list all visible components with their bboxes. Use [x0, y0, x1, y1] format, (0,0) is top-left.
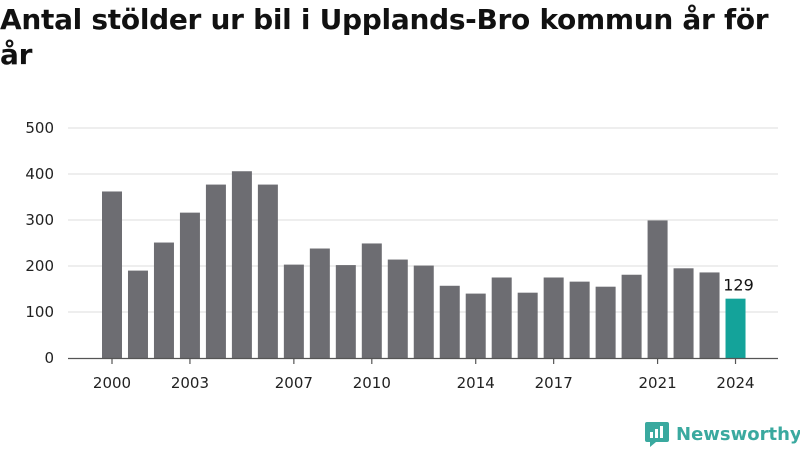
y-axis-labels: 0 100 200 300 400 500 — [25, 119, 54, 367]
bar-2020 — [621, 274, 642, 358]
y-tick-label: 300 — [25, 211, 54, 229]
bar-2011 — [387, 259, 408, 358]
y-tick-label: 200 — [25, 257, 54, 275]
newsworthy-brand: Newsworthy — [644, 420, 800, 448]
bar-2010 — [361, 243, 382, 358]
y-tick-label: 100 — [25, 303, 54, 321]
x-axis: 2000 2003 2007 2010 2014 2017 2021 2024 — [68, 357, 778, 392]
bar-2006 — [257, 184, 278, 358]
x-tick-label: 2014 — [457, 374, 495, 392]
bar-2016 — [517, 292, 538, 358]
bar-2014 — [465, 293, 486, 358]
bar-2008 — [309, 248, 330, 358]
y-tick-label: 400 — [25, 165, 54, 183]
newsworthy-logo-icon — [645, 422, 669, 447]
x-tick-label: 2000 — [93, 374, 131, 392]
data-label-2024: 129 — [723, 276, 754, 295]
bar-2013 — [439, 285, 460, 358]
y-tick-label: 0 — [44, 349, 54, 367]
bar-2012 — [413, 265, 434, 358]
bar-2002 — [153, 242, 174, 358]
bar-2022 — [673, 268, 694, 358]
bar-2009 — [335, 265, 356, 358]
bar-2005 — [231, 171, 252, 358]
bar-2018 — [569, 281, 590, 358]
x-tick-label: 2021 — [638, 374, 676, 392]
x-tick-label: 2010 — [353, 374, 391, 392]
bar-2023 — [699, 272, 720, 358]
brand-name: Newsworthy — [676, 423, 800, 445]
y-tick-label: 500 — [25, 119, 54, 137]
x-tick-label: 2017 — [535, 374, 573, 392]
x-tick-label: 2003 — [171, 374, 209, 392]
bar-2017 — [543, 277, 564, 358]
bar-2021 — [647, 220, 668, 358]
bar-2024 — [725, 298, 746, 358]
bars — [102, 171, 746, 358]
bar-2015 — [491, 277, 512, 358]
bar-2004 — [205, 184, 226, 358]
bar-2019 — [595, 286, 616, 358]
bar-2000 — [102, 191, 122, 358]
data-labels: 129 — [723, 276, 754, 295]
bar-2003 — [179, 212, 200, 358]
bar-2001 — [127, 270, 148, 358]
x-tick-label: 2007 — [275, 374, 313, 392]
chart-title: Antal stölder ur bil i Upplands-Bro komm… — [0, 3, 769, 71]
bar-2007 — [283, 264, 304, 358]
x-tick-label: 2024 — [716, 374, 754, 392]
